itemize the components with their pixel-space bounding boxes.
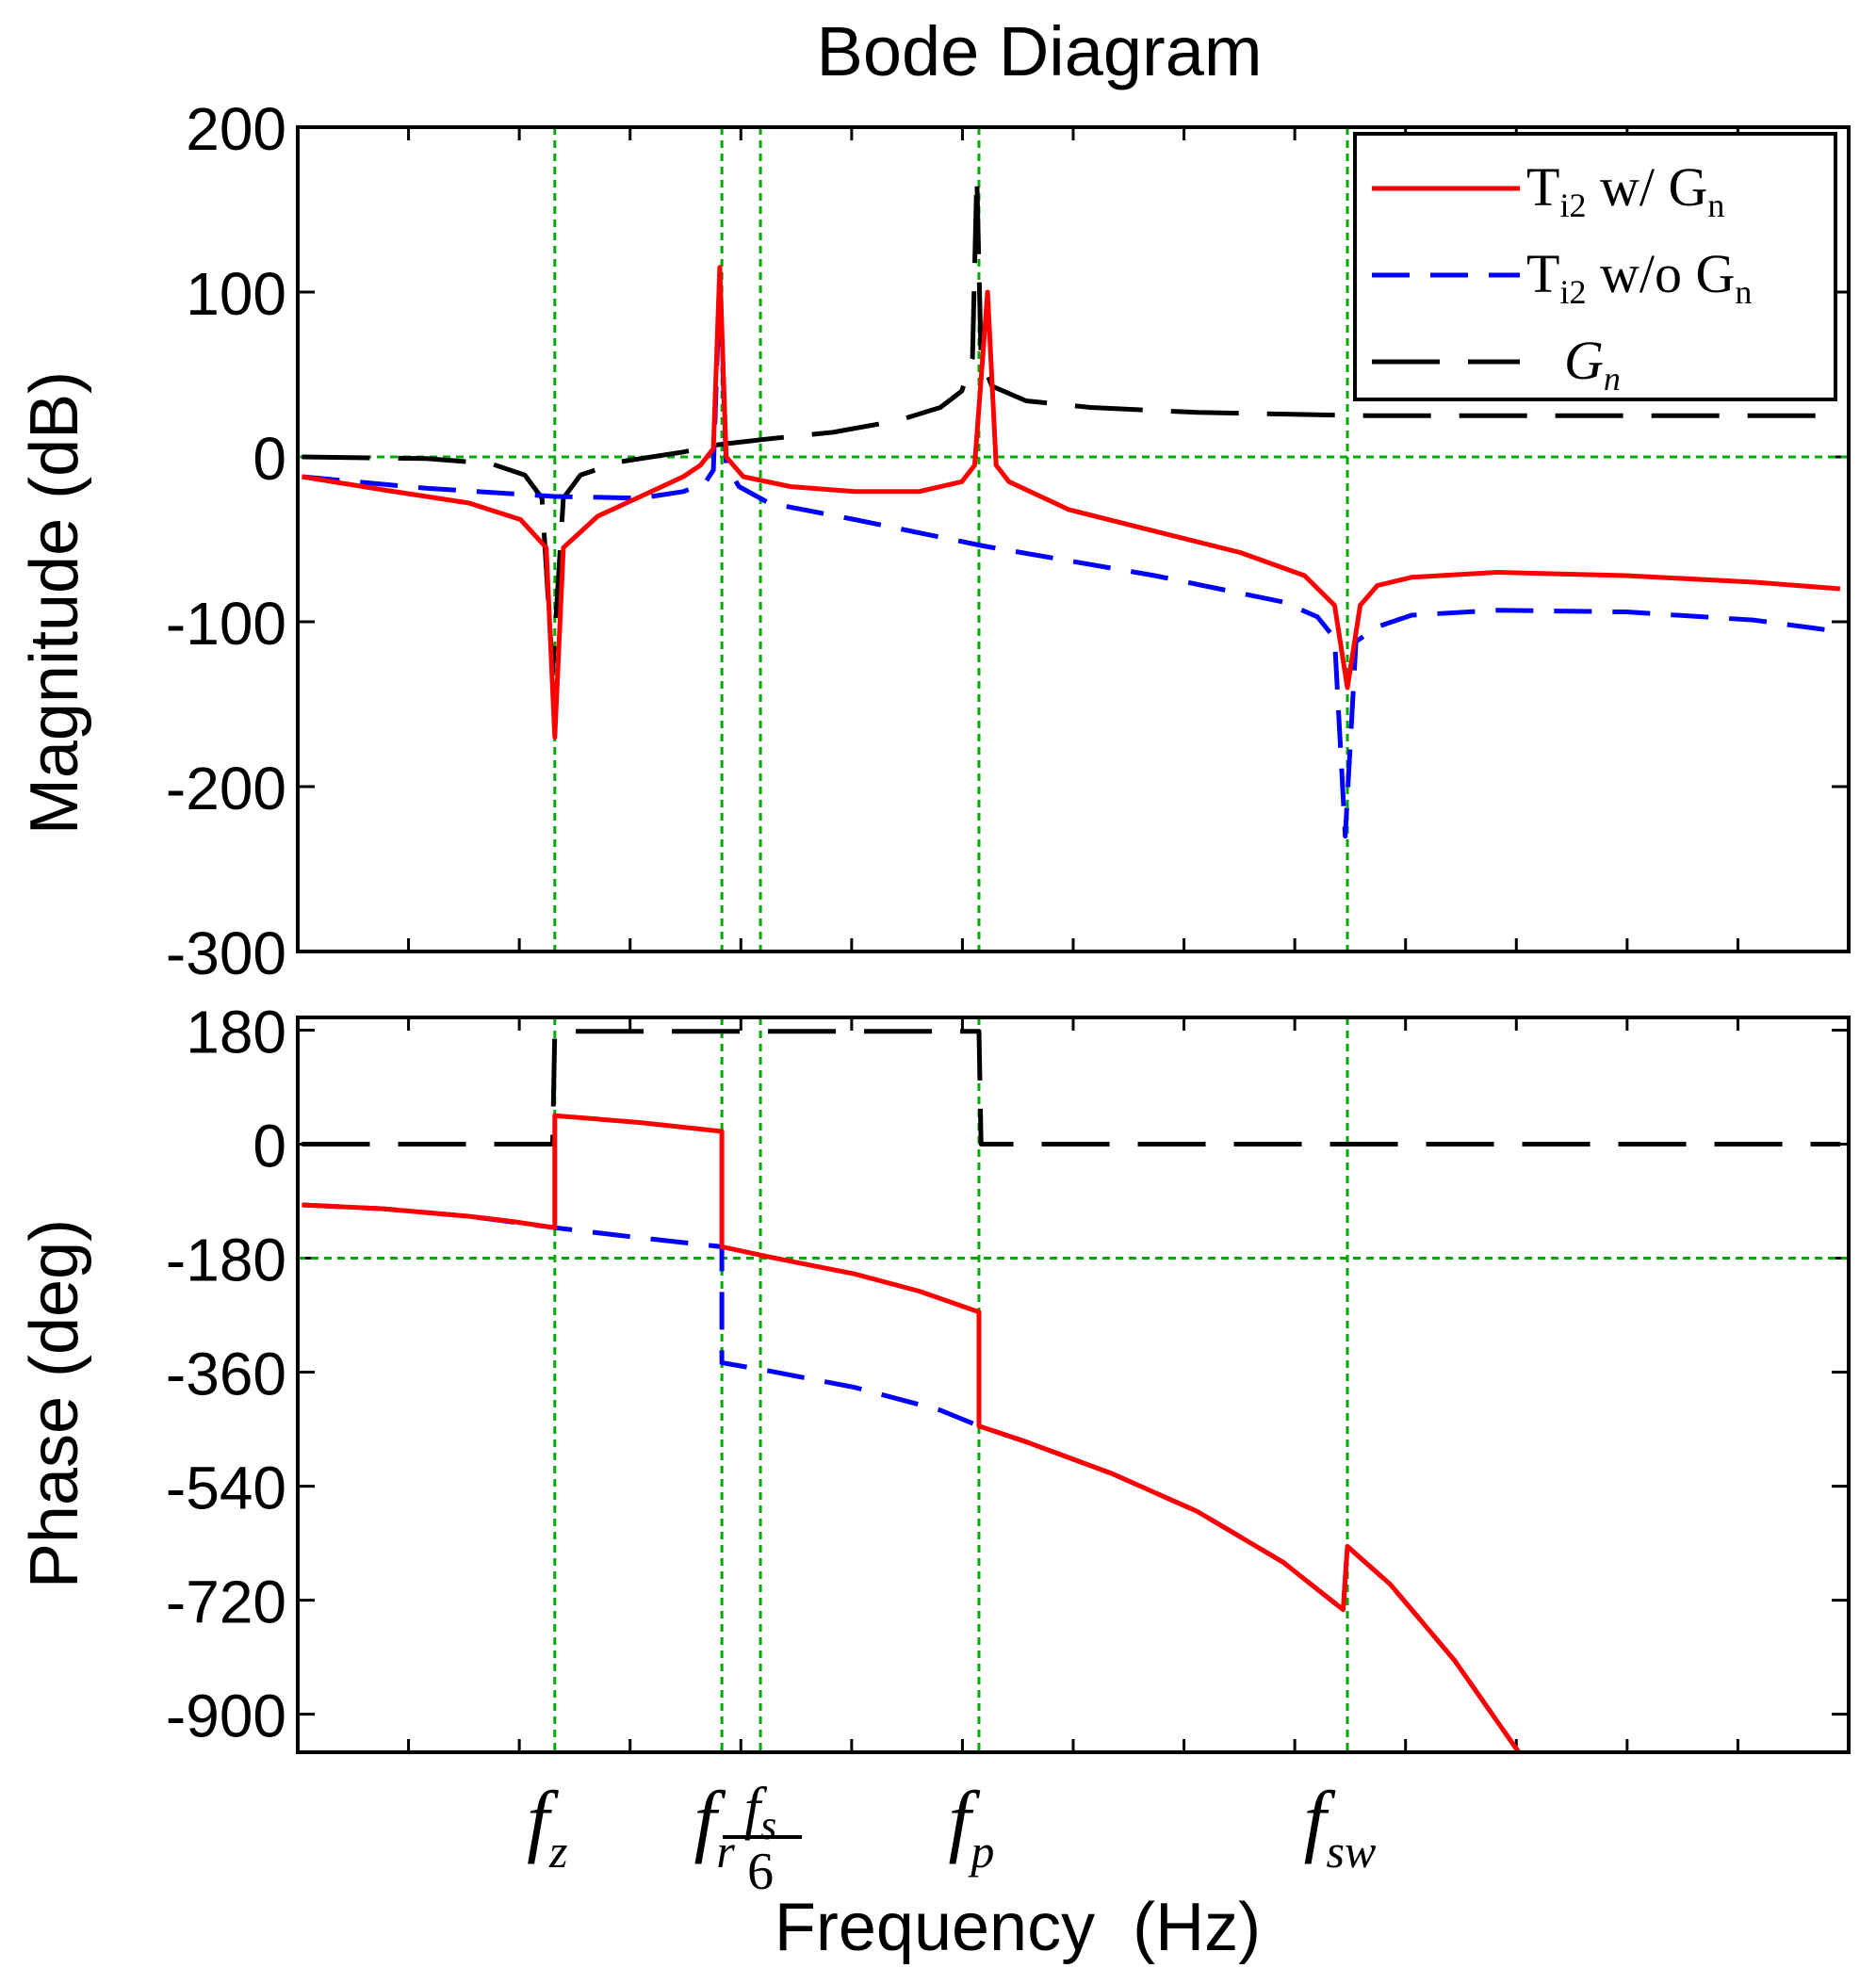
magnitude-ytick-label-200: 200 [186, 95, 286, 163]
phase-series-ti2-w-gn [302, 1113, 1521, 1752]
magnitude-ytick-label--100: -100 [166, 590, 286, 658]
magnitude-y-axis-label: Magnitude (dB) [17, 371, 92, 835]
magnitude-ytick-label-0: 0 [253, 425, 286, 493]
phase-ytick-label--540: -540 [166, 1455, 286, 1522]
magnitude-axes-frame [296, 125, 1851, 953]
chart-title: Bode Diagram [816, 12, 1262, 90]
magnitude-series-ti2-w-gn [302, 265, 1841, 740]
magnitude-ytick-label-100: 100 [186, 260, 286, 328]
phase-y-axis-label: Phase (deg) [17, 1219, 92, 1588]
magnitude-series-ti2-w-o-gn [302, 276, 1841, 838]
legend-entry-2: Gn [1564, 330, 1621, 398]
magnitude-panel: -300 -200 -100 0 100 200 [166, 95, 1851, 987]
legend-box [1353, 132, 1837, 401]
x-axis-label: Frequency (Hz) [775, 1890, 1261, 1965]
x-tick-label-denominator: 6 [747, 1843, 774, 1901]
phase-ytick-label--720: -720 [166, 1569, 286, 1636]
phase-series-gn [302, 1029, 1840, 1146]
phase-panel: -900 -720 -540 -360 -180 0 180 [166, 998, 1851, 1754]
phase-axes-frame [296, 1016, 1851, 1754]
phase-ytick-label-0: 0 [253, 1112, 286, 1179]
phase-plot-area [298, 1017, 1849, 1752]
legend-entry-1: Ti2 w/o Gn [1526, 243, 1752, 311]
phase-ytick-label--180: -180 [166, 1227, 286, 1294]
phase-ytick-label-180: 180 [186, 998, 286, 1065]
legend-entry-0: Ti2 w/ Gn [1526, 156, 1724, 224]
x-tick-label-f-s-over-6: fs6 [723, 1777, 803, 1901]
magnitude-plot-area [298, 127, 1849, 951]
phase-series-ti2-w-o-gn [302, 1202, 1521, 1752]
phase-ytick-label--360: -360 [166, 1341, 286, 1408]
phase-ytick-label--900: -900 [166, 1683, 286, 1750]
magnitude-ytick-label--300: -300 [166, 919, 286, 987]
magnitude-ytick-label--200: -200 [166, 755, 286, 822]
legend: Ti2 w/ Gn Ti2 w/o Gn Gn [1353, 132, 1837, 401]
